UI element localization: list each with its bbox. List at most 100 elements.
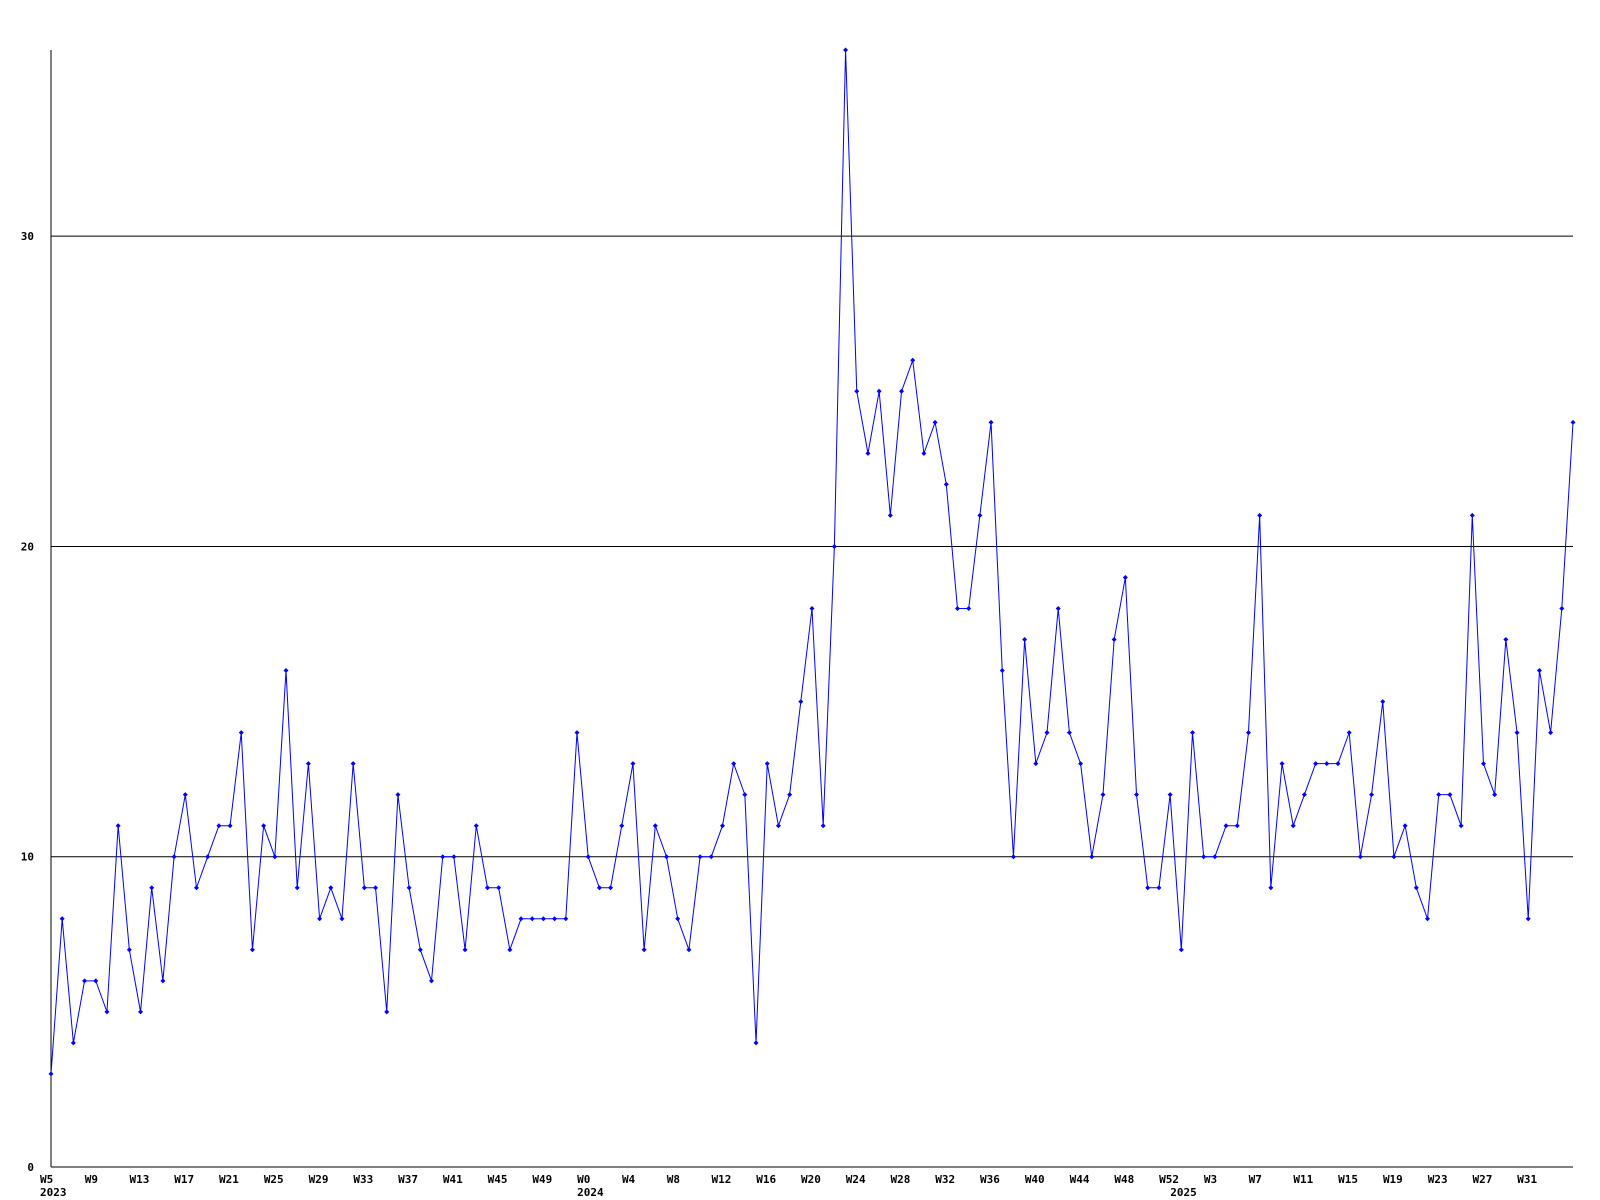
data-point xyxy=(249,947,255,953)
x-tick-label: W12 xyxy=(711,1173,731,1186)
x-tick-label: W20 xyxy=(801,1173,821,1186)
data-point xyxy=(921,450,927,456)
data-point xyxy=(798,699,804,705)
data-point xyxy=(149,885,155,891)
x-tick-label: W25 xyxy=(264,1173,284,1186)
data-point xyxy=(641,947,647,953)
data-point xyxy=(1290,823,1296,829)
x-tick-label: W4 xyxy=(622,1173,636,1186)
data-point xyxy=(1570,419,1576,425)
data-point xyxy=(1178,947,1184,953)
data-point xyxy=(787,792,793,798)
x-tick-label: W36 xyxy=(980,1173,1000,1186)
data-point xyxy=(619,823,625,829)
data-point xyxy=(775,823,781,829)
data-point xyxy=(1413,885,1419,891)
data-point xyxy=(417,947,423,953)
x-tick-label: W11 xyxy=(1293,1173,1313,1186)
data-point xyxy=(608,885,614,891)
data-point xyxy=(1380,699,1386,705)
data-point xyxy=(1212,854,1218,860)
data-point xyxy=(876,388,882,394)
data-point xyxy=(596,885,602,891)
data-point xyxy=(753,1040,759,1046)
data-point xyxy=(954,606,960,611)
data-point xyxy=(115,823,121,829)
data-point xyxy=(496,885,502,891)
data-point xyxy=(1480,761,1486,767)
x-tick-label: W45 xyxy=(488,1173,508,1186)
data-point xyxy=(1134,792,1140,798)
x-tick-label: W5 xyxy=(40,1173,53,1186)
data-point xyxy=(182,792,188,798)
data-point xyxy=(1033,761,1039,767)
data-point xyxy=(686,947,692,953)
data-point xyxy=(104,1009,110,1015)
x-group-label: 2025 xyxy=(1170,1186,1197,1199)
data-point xyxy=(854,388,860,394)
data-point xyxy=(1201,854,1207,860)
data-point xyxy=(373,885,379,891)
data-point xyxy=(1234,823,1240,829)
x-tick-label: W49 xyxy=(532,1173,552,1186)
data-point xyxy=(943,481,949,487)
x-tick-label: W16 xyxy=(756,1173,776,1186)
data-point xyxy=(1190,730,1195,736)
x-tick-label: W24 xyxy=(846,1173,866,1186)
data-point xyxy=(1402,823,1408,829)
data-point xyxy=(1559,606,1565,611)
data-point xyxy=(1469,512,1475,518)
data-point xyxy=(283,668,289,674)
x-tick-label: W9 xyxy=(85,1173,98,1186)
data-point xyxy=(1100,792,1106,798)
data-point xyxy=(305,761,311,767)
data-point xyxy=(473,823,479,829)
data-point xyxy=(652,823,658,829)
data-point xyxy=(238,730,244,736)
x-tick-label: W13 xyxy=(130,1173,150,1186)
x-tick-label: W21 xyxy=(219,1173,239,1186)
data-point xyxy=(731,761,737,767)
data-point xyxy=(574,730,580,736)
x-tick-label: W29 xyxy=(309,1173,329,1186)
data-point xyxy=(820,823,826,829)
data-point xyxy=(865,450,871,456)
x-tick-label: W40 xyxy=(1025,1173,1045,1186)
data-point xyxy=(708,854,714,860)
data-point xyxy=(451,854,457,860)
data-point xyxy=(82,978,88,984)
data-point xyxy=(1536,668,1542,674)
data-point xyxy=(1357,854,1363,860)
data-point xyxy=(1010,854,1016,860)
data-point xyxy=(1145,885,1151,891)
data-point xyxy=(1458,823,1464,829)
data-point xyxy=(294,885,300,891)
data-point xyxy=(1245,730,1251,736)
data-point xyxy=(977,512,983,518)
data-point xyxy=(831,543,837,549)
x-tick-label: W44 xyxy=(1070,1173,1090,1186)
data-point xyxy=(1335,761,1341,767)
data-point xyxy=(1525,916,1531,922)
data-point xyxy=(1436,792,1442,798)
data-point xyxy=(1313,761,1319,767)
data-point xyxy=(1078,761,1084,767)
data-point xyxy=(719,823,725,829)
data-point xyxy=(138,1009,144,1015)
data-point xyxy=(1369,792,1375,798)
data-point xyxy=(339,916,345,922)
data-point xyxy=(350,761,356,767)
data-point xyxy=(384,1009,390,1015)
x-tick-label: W8 xyxy=(667,1173,680,1186)
data-point xyxy=(193,885,199,891)
data-point xyxy=(440,854,446,860)
data-point xyxy=(1089,854,1095,860)
data-point xyxy=(540,916,546,922)
x-tick-label: W27 xyxy=(1472,1173,1492,1186)
y-tick-label: 0 xyxy=(27,1161,34,1174)
data-point xyxy=(1301,792,1307,798)
x-group-label: 2023 xyxy=(40,1186,67,1199)
data-point xyxy=(887,512,893,518)
data-point xyxy=(529,916,535,922)
data-point xyxy=(1066,730,1072,736)
